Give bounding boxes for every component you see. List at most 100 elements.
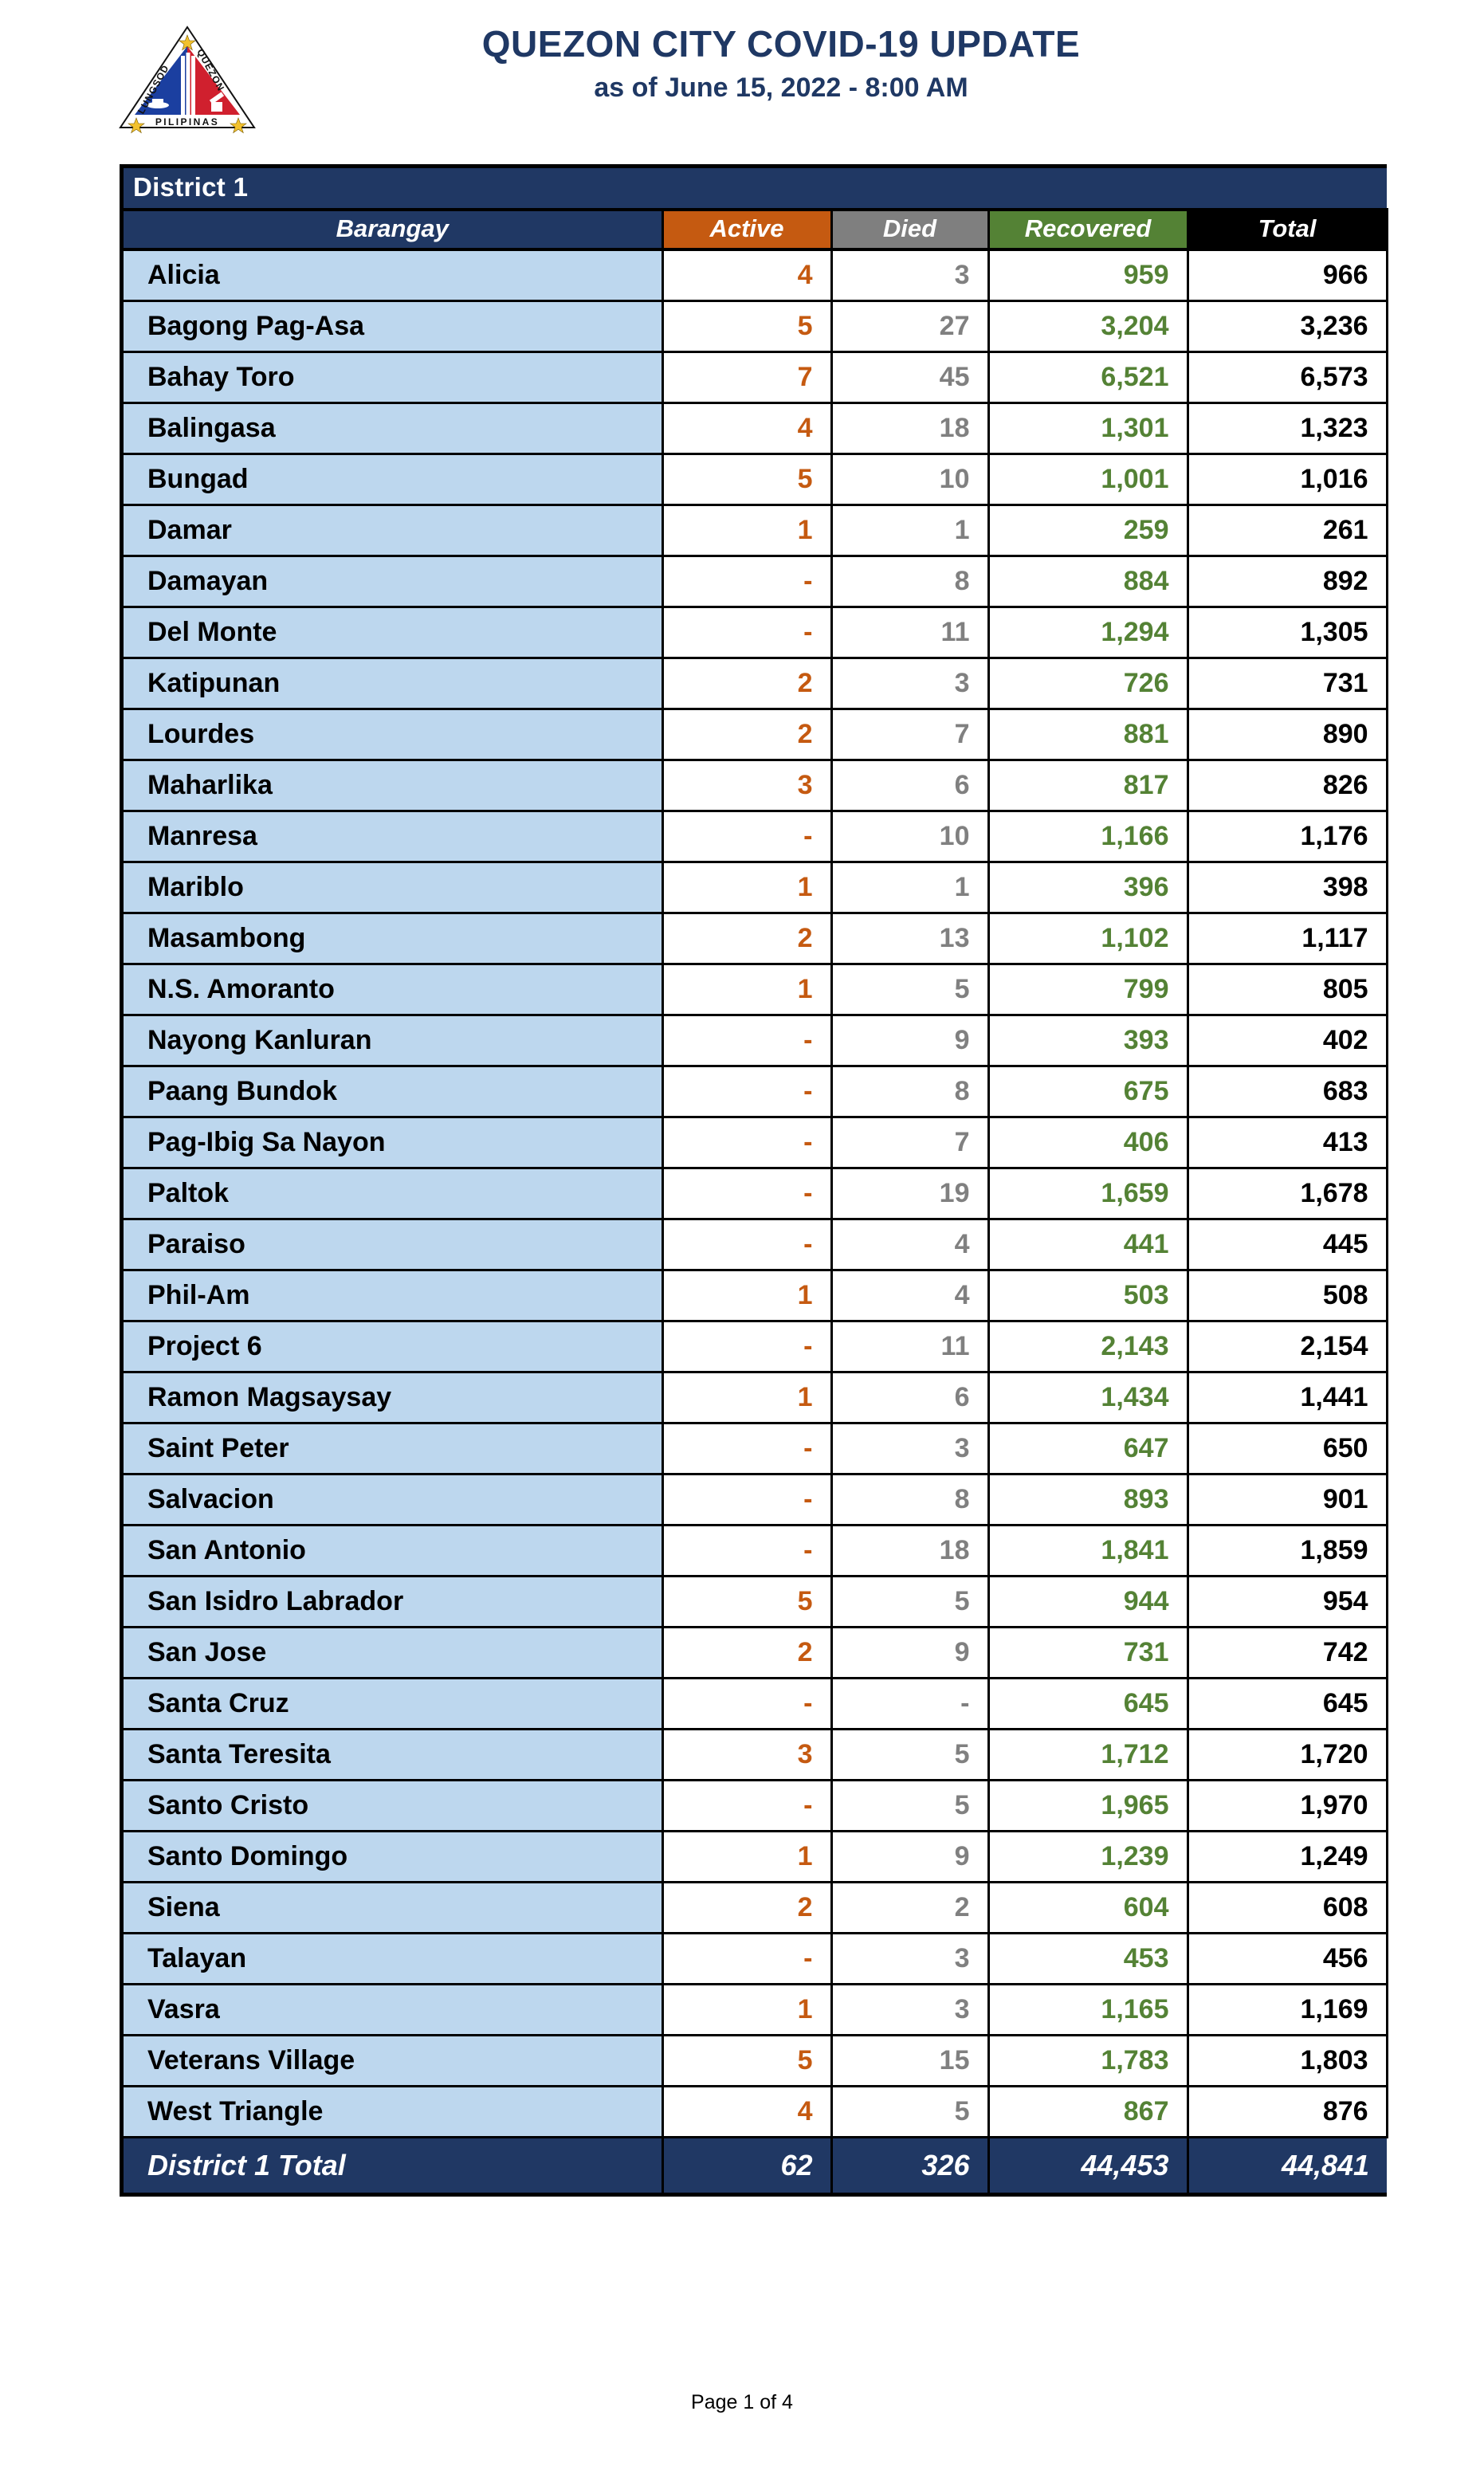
table-row: Lourdes 2 7 881 890 — [124, 709, 1388, 761]
recovered-count: 944 — [988, 1576, 1189, 1628]
total-count: 683 — [1188, 1066, 1388, 1118]
died-count: 18 — [831, 1525, 990, 1577]
barangay-name: Santa Teresita — [124, 1729, 664, 1781]
recovered-count: 1,239 — [988, 1831, 1189, 1883]
barangay-name: Damayan — [124, 556, 664, 608]
barangay-name: Santo Cristo — [124, 1780, 664, 1832]
recovered-count: 604 — [988, 1882, 1189, 1934]
active-count: - — [662, 1933, 833, 1985]
active-count: 3 — [662, 1729, 833, 1781]
recovered-count: 1,841 — [988, 1525, 1189, 1577]
total-count: 890 — [1188, 709, 1388, 761]
barangay-name: Paang Bundok — [124, 1066, 664, 1118]
died-count: 1 — [831, 862, 990, 914]
total-count: 1,169 — [1188, 1984, 1388, 2036]
active-count: 5 — [662, 300, 833, 353]
active-count: 1 — [662, 1270, 833, 1322]
table-row: Damayan -8 884 892 — [124, 556, 1388, 608]
table-row: San Antonio -18 1,841 1,859 — [124, 1525, 1388, 1577]
total-count: 1,970 — [1188, 1780, 1388, 1832]
recovered-count: 441 — [988, 1219, 1189, 1271]
recovered-count: 1,659 — [988, 1168, 1189, 1220]
total-count: 413 — [1188, 1117, 1388, 1169]
died-count: 15 — [831, 2035, 990, 2087]
table-row: Santo Cristo -5 1,965 1,970 — [124, 1780, 1388, 1832]
active-count: 1 — [662, 1372, 833, 1424]
table-row: Paang Bundok -8 675 683 — [124, 1066, 1388, 1118]
barangay-name: Project 6 — [124, 1321, 664, 1373]
barangay-name: Salvacion — [124, 1474, 664, 1526]
column-header-active: Active — [662, 210, 833, 251]
recovered-count: 393 — [988, 1015, 1189, 1067]
died-count: 9 — [831, 1627, 990, 1679]
recovered-count: 503 — [988, 1270, 1189, 1322]
active-count: - — [662, 1678, 833, 1730]
died-count: 4 — [831, 1219, 990, 1271]
page-subtitle: as of June 15, 2022 - 8:00 AM — [594, 72, 968, 103]
recovered-count: 675 — [988, 1066, 1189, 1118]
recovered-count: 731 — [988, 1627, 1189, 1679]
died-count: 8 — [831, 556, 990, 608]
barangay-name: Siena — [124, 1882, 664, 1934]
total-count: 1,720 — [1188, 1729, 1388, 1781]
column-header-row: Barangay Active Died Recovered Total — [124, 210, 1388, 251]
barangay-name: Manresa — [124, 811, 664, 863]
barangay-name: Nayong Kanluran — [124, 1015, 664, 1067]
recovered-count: 1,166 — [988, 811, 1189, 863]
district-label: District 1 — [124, 168, 1388, 211]
recovered-count: 647 — [988, 1423, 1189, 1475]
barangay-name: Paltok — [124, 1168, 664, 1220]
died-count: 3 — [831, 1984, 990, 2036]
total-count: 2,154 — [1188, 1321, 1388, 1373]
died-count: 2 — [831, 1882, 990, 1934]
table-row: San Isidro Labrador 5 5 944 954 — [124, 1576, 1388, 1628]
district-total-died: 326 — [831, 2137, 990, 2193]
active-count: 2 — [662, 1882, 833, 1934]
total-count: 892 — [1188, 556, 1388, 608]
table-row: N.S. Amoranto 1 5 799 805 — [124, 964, 1388, 1016]
table-row: Paraiso -4 441 445 — [124, 1219, 1388, 1271]
recovered-count: 1,001 — [988, 454, 1189, 506]
recovered-count: 1,965 — [988, 1780, 1189, 1832]
active-count: 7 — [662, 351, 833, 404]
barangay-name: Damar — [124, 505, 664, 557]
recovered-count: 881 — [988, 709, 1189, 761]
table-row: Alicia 4 3 959 966 — [124, 249, 1388, 302]
district-total-active: 62 — [662, 2137, 833, 2193]
district-total-recovered: 44,453 — [988, 2137, 1189, 2193]
district-total-row: District 1 Total 62 326 44,453 44,841 — [124, 2137, 1388, 2193]
died-count: 10 — [831, 811, 990, 863]
active-count: 4 — [662, 2086, 833, 2138]
total-count: 876 — [1188, 2086, 1388, 2138]
active-count: - — [662, 1780, 833, 1832]
active-count: 1 — [662, 964, 833, 1016]
table-row: Damar 1 1 259 261 — [124, 505, 1388, 557]
barangay-name: Veterans Village — [124, 2035, 664, 2087]
district-title-row: District 1 — [124, 168, 1388, 211]
active-count: - — [662, 1321, 833, 1373]
barangay-name: Bungad — [124, 454, 664, 506]
quezon-city-seal-logo: LUNGSOD QUEZON PILIPINAS — [116, 22, 259, 134]
active-count: - — [662, 607, 833, 659]
page-number-label: Page 1 of 4 — [691, 2391, 793, 2413]
died-count: 8 — [831, 1474, 990, 1526]
barangay-name: Alicia — [124, 249, 664, 302]
total-count: 608 — [1188, 1882, 1388, 1934]
barangay-name: Mariblo — [124, 862, 664, 914]
table-row: San Jose 2 9 731 742 — [124, 1627, 1388, 1679]
active-count: 4 — [662, 249, 833, 302]
total-count: 1,859 — [1188, 1525, 1388, 1577]
recovered-count: 3,204 — [988, 300, 1189, 353]
active-count: 3 — [662, 760, 833, 812]
died-count: 7 — [831, 1117, 990, 1169]
table-row: Salvacion -8 893 901 — [124, 1474, 1388, 1526]
died-count: 7 — [831, 709, 990, 761]
barangay-name: Lourdes — [124, 709, 664, 761]
died-count: 5 — [831, 1576, 990, 1628]
column-header-recovered: Recovered — [988, 210, 1189, 251]
table-row: Nayong Kanluran -9 393 402 — [124, 1015, 1388, 1067]
table-row: Santa Cruz - -645 645 — [124, 1678, 1388, 1730]
died-count: 45 — [831, 351, 990, 404]
barangay-name: Paraiso — [124, 1219, 664, 1271]
table-row: Masambong 2 13 1,102 1,117 — [124, 913, 1388, 965]
